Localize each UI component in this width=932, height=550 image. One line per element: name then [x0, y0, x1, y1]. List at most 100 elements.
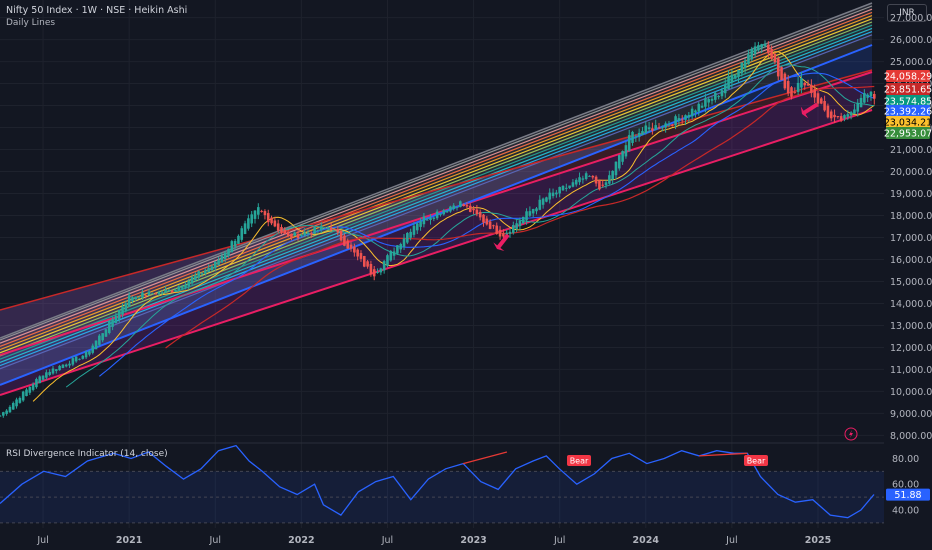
- candle-body: [611, 170, 614, 180]
- candle-body: [614, 161, 618, 176]
- candle-body: [740, 62, 744, 74]
- candle-body: [823, 101, 826, 111]
- candle-body: [846, 114, 850, 117]
- arrow-shape: [800, 102, 819, 119]
- candle-body: [482, 214, 485, 223]
- bear-signal: Bear: [744, 455, 768, 466]
- candle-body: [561, 185, 565, 191]
- candle-body: [45, 372, 48, 378]
- candle-body: [843, 115, 846, 119]
- candle-body: [68, 363, 71, 366]
- candle-body: [723, 85, 727, 94]
- candle-body: [167, 289, 171, 292]
- candle-body: [773, 53, 777, 63]
- chart-title: Nifty 50 Index · 1W · NSE · Heikin Ashi: [6, 5, 188, 16]
- time-tick-label: Jul: [209, 535, 221, 546]
- currency-button[interactable]: INR: [887, 4, 927, 22]
- candle-body: [631, 131, 634, 143]
- candle-body: [780, 67, 783, 81]
- candle-body: [293, 232, 297, 236]
- bear-signal-box: [744, 455, 768, 466]
- candle-body: [406, 233, 409, 243]
- candle-body: [555, 192, 558, 195]
- candle-body: [141, 292, 144, 298]
- price-label-box: [886, 95, 930, 107]
- candle-body: [392, 251, 396, 256]
- candle-body: [88, 351, 91, 355]
- candle-body: [306, 232, 310, 234]
- candle-body: [41, 375, 45, 380]
- candle-body: [319, 226, 323, 231]
- bear-signal: Bear: [567, 455, 591, 466]
- candle-body: [386, 255, 389, 266]
- candle-body: [359, 253, 363, 259]
- candle-body: [435, 211, 439, 219]
- candle-body: [415, 223, 419, 231]
- time-axis: Jul 2021 Jul 2022 Jul 2023 Jul 2024 Jul 2025: [36, 535, 831, 546]
- candle-body: [18, 397, 22, 403]
- rsi-tick-label: 60.00: [892, 480, 919, 491]
- rsi-tick-label: 40.00: [892, 505, 919, 516]
- candle-body: [425, 219, 429, 221]
- candle-body: [863, 92, 866, 103]
- candle-body: [551, 192, 555, 197]
- price-label-text: 23,851.65: [884, 85, 932, 96]
- candle-body: [230, 241, 234, 253]
- candle-body: [684, 115, 687, 120]
- channel-rainbow-line: [0, 11, 873, 347]
- candle-body: [114, 315, 118, 324]
- candle-body: [131, 297, 134, 302]
- candle-body: [733, 75, 737, 79]
- rsi-pane: Bear Bear: [0, 444, 884, 524]
- moving-average-line: [32, 51, 875, 402]
- candle-body: [329, 227, 333, 231]
- price-tick-label: 12,000.00: [890, 343, 932, 354]
- candle-body: [654, 125, 658, 130]
- candle-body: [127, 295, 131, 307]
- candle-body: [160, 292, 164, 294]
- candle-body: [432, 217, 436, 219]
- candle-body: [627, 135, 631, 151]
- candle-body: [813, 88, 816, 98]
- candle-body: [197, 271, 201, 278]
- time-tick-label: Jul: [553, 535, 565, 546]
- candle-body: [677, 118, 681, 121]
- price-tick-label: 26,000.00: [890, 35, 932, 46]
- candle-body: [568, 185, 571, 188]
- candle-body: [819, 98, 823, 104]
- price-tick-label: 8,000.00: [890, 431, 932, 442]
- candle-body: [700, 105, 704, 108]
- candle-body: [836, 116, 840, 118]
- divergence-line: [699, 452, 748, 457]
- candle-body: [290, 233, 293, 238]
- candle-body: [240, 228, 244, 240]
- price-label: 22,953.07: [884, 127, 932, 140]
- time-tick-label: 2023: [460, 535, 486, 546]
- candle-body: [584, 173, 588, 180]
- candle-body: [667, 124, 671, 126]
- candle-body: [101, 333, 104, 341]
- candle-body: [670, 124, 674, 126]
- candle-body: [829, 111, 833, 119]
- candle-body: [637, 132, 641, 138]
- candle-body: [309, 233, 313, 235]
- candle-body: [296, 234, 300, 239]
- candle-body: [164, 289, 167, 293]
- candle-body: [694, 110, 697, 113]
- candle-body: [177, 286, 181, 291]
- candle-body: [184, 284, 187, 288]
- candle-body: [710, 98, 714, 101]
- candle-body: [412, 225, 416, 235]
- candle-body: [796, 82, 800, 93]
- lightning-circle: [844, 427, 858, 441]
- candle-body: [74, 356, 78, 362]
- candle-body: [515, 223, 518, 229]
- candle-body: [581, 178, 585, 180]
- candle-body: [697, 103, 701, 112]
- price-label-text: 23,034.21: [884, 118, 932, 129]
- candle-body: [283, 229, 287, 235]
- candle-body: [472, 208, 475, 211]
- candle-body: [376, 272, 379, 274]
- candle-body: [521, 216, 525, 224]
